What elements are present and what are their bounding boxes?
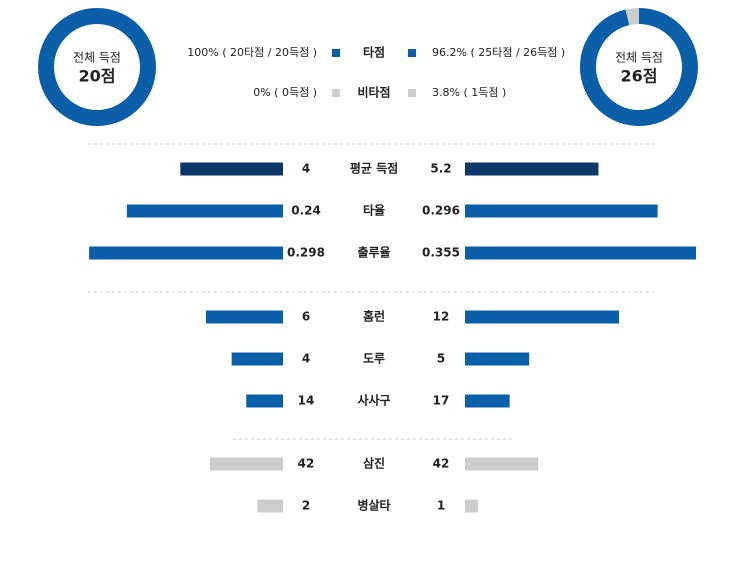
value-right: 12 — [433, 310, 450, 324]
legend-value: 3.8% ( 1득점 ) — [432, 86, 506, 99]
bar-left — [180, 162, 283, 176]
value-right: 0.355 — [422, 246, 460, 260]
bar-right — [465, 310, 619, 324]
category-label: 홈런 — [363, 309, 385, 324]
category-label: 평균 득점 — [350, 161, 398, 176]
bar-right — [465, 394, 510, 408]
bar-left — [210, 457, 283, 471]
value-left: 14 — [298, 394, 315, 408]
value-left: 6 — [302, 310, 310, 324]
bar-right — [465, 499, 478, 513]
value-left: 0.298 — [287, 246, 325, 260]
legend-swatch — [332, 89, 340, 97]
legend-swatch — [408, 49, 416, 57]
donut-total: 20점 — [79, 67, 116, 86]
bar-left — [231, 352, 283, 366]
legend-label: 타점 — [363, 45, 385, 60]
legend-value: 100% ( 20타점 / 20득점 ) — [187, 46, 317, 59]
category-label: 출루율 — [357, 245, 390, 260]
bar-left — [206, 310, 283, 324]
legend-value: 96.2% ( 25타점 / 26득점 ) — [432, 46, 565, 59]
category-label: 병살타 — [357, 498, 390, 513]
legend-label: 비타점 — [357, 85, 390, 100]
value-right: 42 — [433, 457, 450, 471]
category-label: 타율 — [363, 203, 385, 218]
bar-left — [246, 394, 283, 408]
value-left: 2 — [302, 499, 310, 513]
bar-right — [465, 162, 599, 176]
bar-left — [257, 499, 283, 513]
value-left: 42 — [298, 457, 315, 471]
category-label: 도루 — [363, 352, 385, 366]
bar-right — [465, 352, 530, 366]
bar-right — [465, 457, 538, 471]
category-label: 삼진 — [363, 456, 385, 471]
value-right: 5.2 — [430, 162, 451, 176]
legend-swatch — [408, 89, 416, 97]
bar-right — [465, 246, 696, 260]
value-right: 0.296 — [422, 204, 460, 218]
category-label: 사사구 — [357, 393, 390, 408]
bar-right — [465, 204, 658, 218]
donut-caption: 전체 득점 — [73, 51, 121, 65]
legend-swatch — [332, 49, 340, 57]
donut-slice — [580, 8, 698, 126]
value-right: 1 — [437, 499, 445, 513]
bar-left — [89, 246, 283, 260]
value-left: 4 — [302, 352, 310, 366]
bar-left — [126, 204, 283, 218]
value-left: 4 — [302, 162, 310, 176]
donut-total: 26점 — [621, 67, 658, 86]
legend-value: 0% ( 0득점 ) — [253, 86, 317, 99]
value-right: 5 — [437, 352, 445, 366]
value-left: 0.24 — [291, 204, 321, 218]
value-right: 17 — [433, 394, 450, 408]
donut-caption: 전체 득점 — [615, 51, 663, 65]
donut-slice — [38, 8, 156, 126]
